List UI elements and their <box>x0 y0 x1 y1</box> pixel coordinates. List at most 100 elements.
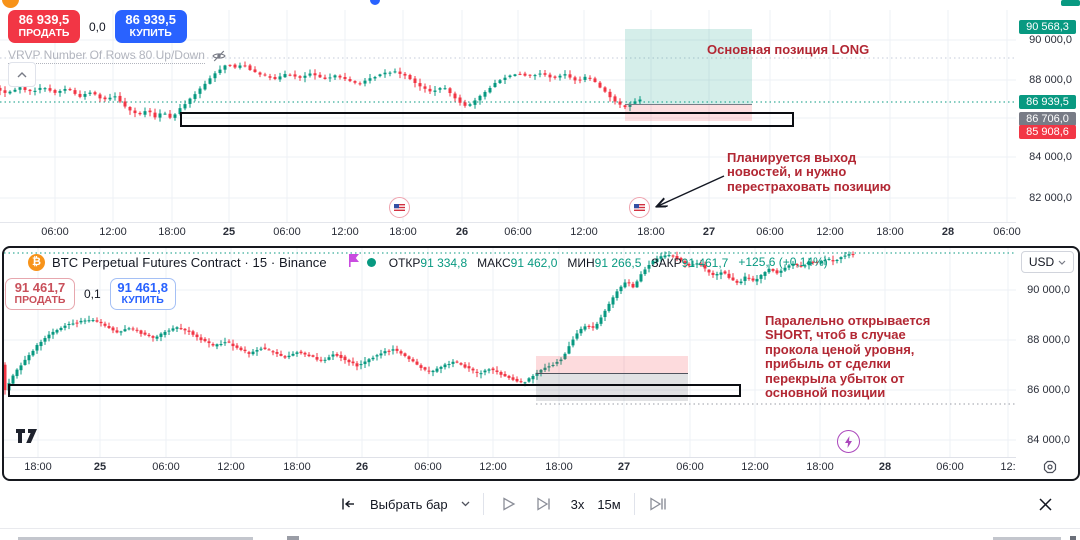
short-position-loss-zone[interactable] <box>536 356 688 373</box>
axis-settings-icon[interactable] <box>1040 458 1060 476</box>
speed-button[interactable]: 3x <box>570 496 585 512</box>
price-axis-bottom[interactable]: 90 000,0 88 000,0 86 000,0 84 000,0 <box>1016 248 1078 456</box>
change-value: +125,6 (+0,14%) <box>738 254 828 269</box>
us-flag-news-icon[interactable] <box>629 197 650 218</box>
play-icon[interactable] <box>501 496 516 512</box>
select-bar-icon[interactable] <box>340 496 357 512</box>
price-tick: 88 000,0 <box>1027 334 1070 346</box>
long-annotation: Основная позиция LONG <box>707 42 870 57</box>
top-trade-widget: 86 939,5 ПРОДАТЬ 0,0 86 939,5 КУПИТЬ <box>8 10 187 43</box>
sell-price: 91 461,7 <box>14 279 66 295</box>
close-label: ЗАКР <box>651 255 682 270</box>
spread-value: 0,0 <box>89 19 106 34</box>
time-tick: 18:00 <box>158 226 186 238</box>
price-badge: 86 706,0 <box>1019 112 1076 126</box>
low-label: МИН <box>567 255 595 270</box>
time-tick: 26 <box>355 461 369 473</box>
bitcoin-icon: ₿ <box>28 253 45 271</box>
ohlc-row: ОТКР91 334,8 МАКС91 462,0 МИН91 266,5 ЗА… <box>389 255 828 270</box>
time-tick: 26 <box>455 226 469 238</box>
collapse-pane-button[interactable] <box>8 62 36 87</box>
step-forward-icon[interactable] <box>535 496 552 512</box>
currency-selector[interactable]: USD <box>1021 251 1074 273</box>
time-tick: 06:00 <box>273 226 301 238</box>
time-tick: 28 <box>878 461 892 473</box>
support-level-rectangle-top[interactable] <box>180 112 794 127</box>
replay-toolbar: Выбрать бар 3x 15м <box>0 486 1080 522</box>
interval-button[interactable]: 15м <box>597 496 621 512</box>
time-tick: 06:00 <box>41 226 69 238</box>
eye-slash-icon[interactable] <box>211 48 227 64</box>
time-axis-top[interactable]: 06:00 12:00 18:00 25 06:00 12:00 18:00 26 06:00 1… <box>0 226 1021 242</box>
buy-button[interactable]: 91 461,8 КУПИТЬ <box>109 278 176 310</box>
time-tick: 06:00 <box>756 226 784 238</box>
buy-price: 91 461,8 <box>117 279 168 295</box>
time-tick: 06:00 <box>414 461 442 473</box>
bottom-divider <box>0 528 1080 529</box>
time-tick: 12:00 <box>217 461 245 473</box>
price-tick: 86 000,0 <box>1027 384 1070 396</box>
price-tick: 90 000,0 <box>1027 284 1070 296</box>
time-tick: 25 <box>93 461 107 473</box>
series-status-dot[interactable] <box>366 257 376 267</box>
low-value: 91 266,5 <box>594 255 642 270</box>
price-tick: 90 000,0 <box>1029 34 1072 46</box>
price-tick: 84 000,0 <box>1027 434 1070 446</box>
statusbar-icon-partial <box>287 536 299 540</box>
long-position-entry-line[interactable] <box>625 103 752 105</box>
toolbar-divider <box>482 493 484 515</box>
price-axis-top[interactable]: 90 000,0 88 000,0 84 000,0 82 000,0 90 568,3… <box>1016 0 1080 222</box>
short-position-entry-line[interactable] <box>536 372 688 374</box>
toolbar-divider <box>633 493 635 515</box>
tradingview-logo[interactable] <box>15 427 43 450</box>
purple-flag-icon[interactable] <box>348 254 360 270</box>
price-tick: 82 000,0 <box>1029 192 1072 204</box>
high-value: 91 462,0 <box>510 255 558 270</box>
sell-button[interactable]: 91 461,7 ПРОДАТЬ <box>5 278 75 310</box>
price-badge: 85 908,6 <box>1019 125 1076 139</box>
time-tick: 12: <box>1000 461 1016 473</box>
us-flag-news-icon[interactable] <box>389 197 410 218</box>
chevron-up-icon <box>17 71 27 77</box>
chart-header: ₿ BTC Perpetual Futures Contract · 15 · … <box>28 252 828 272</box>
buy-price: 86 939,5 <box>125 12 176 28</box>
close-replay-icon[interactable] <box>1036 495 1054 513</box>
candles-btc-perp-15m <box>4 251 855 395</box>
time-tick: 18:00 <box>283 461 311 473</box>
sell-label: ПРОДАТЬ <box>18 26 70 39</box>
time-tick: 28 <box>941 226 955 238</box>
time-tick: 06:00 <box>993 226 1021 238</box>
sell-button[interactable]: 86 939,5 ПРОДАТЬ <box>8 10 80 43</box>
support-level-rectangle-bottom[interactable] <box>8 384 741 397</box>
symbol-title[interactable]: BTC Perpetual Futures Contract · 15 · Bi… <box>52 254 327 270</box>
time-tick: 18:00 <box>876 226 904 238</box>
statusbar-text-partial <box>993 537 1061 540</box>
indicator-title[interactable]: VRVP Number Of Rows 80 Up/Down <box>8 48 205 64</box>
spread-value: 0,1 <box>84 287 101 301</box>
price-badge: 90 568,3 <box>1019 20 1076 34</box>
indicator-legend[interactable]: VRVP Number Of Rows 80 Up/Down <box>8 48 227 64</box>
time-axis-bottom[interactable]: 18:00 25 06:00 12:00 18:00 26 06:00 12:00 18:00 2… <box>0 461 1016 477</box>
time-tick: 12:00 <box>99 226 127 238</box>
long-position-profit-zone[interactable] <box>625 29 752 104</box>
jump-to-end-icon[interactable] <box>648 496 667 512</box>
bottom-trade-widget: 91 461,7 ПРОДАТЬ 0,1 91 461,8 КУПИТЬ <box>5 278 176 310</box>
open-label: ОТКР <box>388 255 421 270</box>
time-tick: 06:00 <box>676 461 704 473</box>
price-tick: 84 000,0 <box>1029 151 1072 163</box>
time-tick: 12:00 <box>479 461 507 473</box>
time-tick: 12:00 <box>331 226 359 238</box>
buy-button[interactable]: 86 939,5 КУПИТЬ <box>114 10 187 43</box>
sell-price: 86 939,5 <box>18 12 70 28</box>
lightning-icon[interactable] <box>837 430 860 453</box>
chevron-down-icon <box>1058 260 1066 265</box>
currency-label: USD <box>1028 255 1055 269</box>
close-value: 91 461,7 <box>681 255 729 270</box>
time-tick: 06:00 <box>152 461 180 473</box>
high-label: МАКС <box>477 255 511 270</box>
time-tick: 12:00 <box>570 226 598 238</box>
select-bar-label[interactable]: Выбрать бар <box>370 496 448 512</box>
chevron-down-icon[interactable] <box>461 501 470 507</box>
price-badge: 86 939,5 <box>1019 95 1076 109</box>
